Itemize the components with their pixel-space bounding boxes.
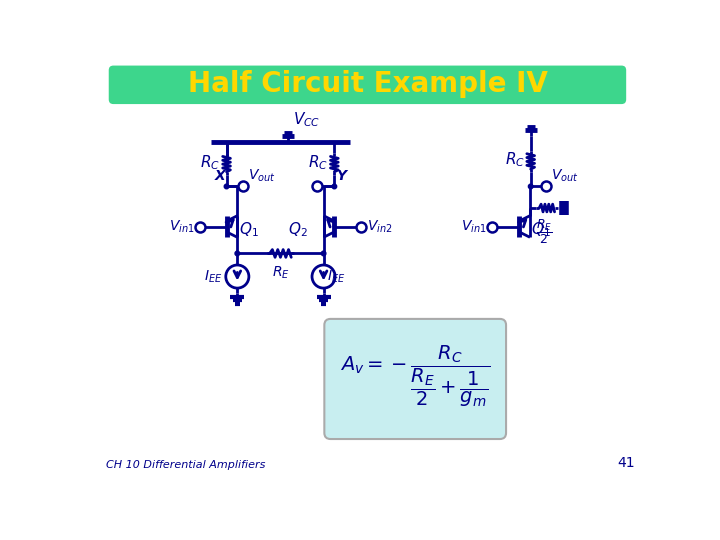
Text: $R_C$: $R_C$: [308, 153, 328, 172]
Circle shape: [224, 184, 229, 189]
Text: $I_{EE}$: $I_{EE}$: [204, 268, 222, 285]
Text: $V_{out}$: $V_{out}$: [551, 168, 578, 184]
Text: $Q_1$: $Q_1$: [239, 220, 258, 239]
Circle shape: [528, 184, 533, 189]
Text: CH 10 Differential Amplifiers: CH 10 Differential Amplifiers: [106, 460, 265, 470]
Text: $V_{in2}$: $V_{in2}$: [366, 218, 392, 235]
Text: $V_{in1}$: $V_{in1}$: [168, 218, 194, 235]
Text: $R_C$: $R_C$: [505, 151, 525, 169]
FancyBboxPatch shape: [109, 65, 626, 104]
Circle shape: [235, 251, 240, 256]
Text: $A_v = -\dfrac{R_C}{\dfrac{R_E}{2} + \dfrac{1}{g_m}}$: $A_v = -\dfrac{R_C}{\dfrac{R_E}{2} + \df…: [340, 343, 490, 409]
Text: $V_{out}$: $V_{out}$: [248, 168, 276, 184]
Text: $R_C$: $R_C$: [200, 153, 220, 172]
Circle shape: [321, 251, 326, 256]
Text: $Q_2$: $Q_2$: [288, 220, 308, 239]
Circle shape: [332, 184, 337, 189]
Text: $V_{CC}$: $V_{CC}$: [293, 111, 320, 130]
Text: $\dfrac{R_E}{2}$: $\dfrac{R_E}{2}$: [536, 218, 552, 246]
Text: Y: Y: [336, 168, 346, 183]
Text: $I_{EE}$: $I_{EE}$: [328, 268, 346, 285]
FancyBboxPatch shape: [324, 319, 506, 439]
Text: $Q_1$: $Q_1$: [531, 220, 552, 239]
Text: $V_{in1}$: $V_{in1}$: [462, 218, 487, 235]
Text: 41: 41: [617, 456, 634, 470]
Text: $R_E$: $R_E$: [271, 264, 289, 281]
Text: X: X: [215, 168, 225, 183]
Text: Half Circuit Example IV: Half Circuit Example IV: [187, 70, 547, 98]
